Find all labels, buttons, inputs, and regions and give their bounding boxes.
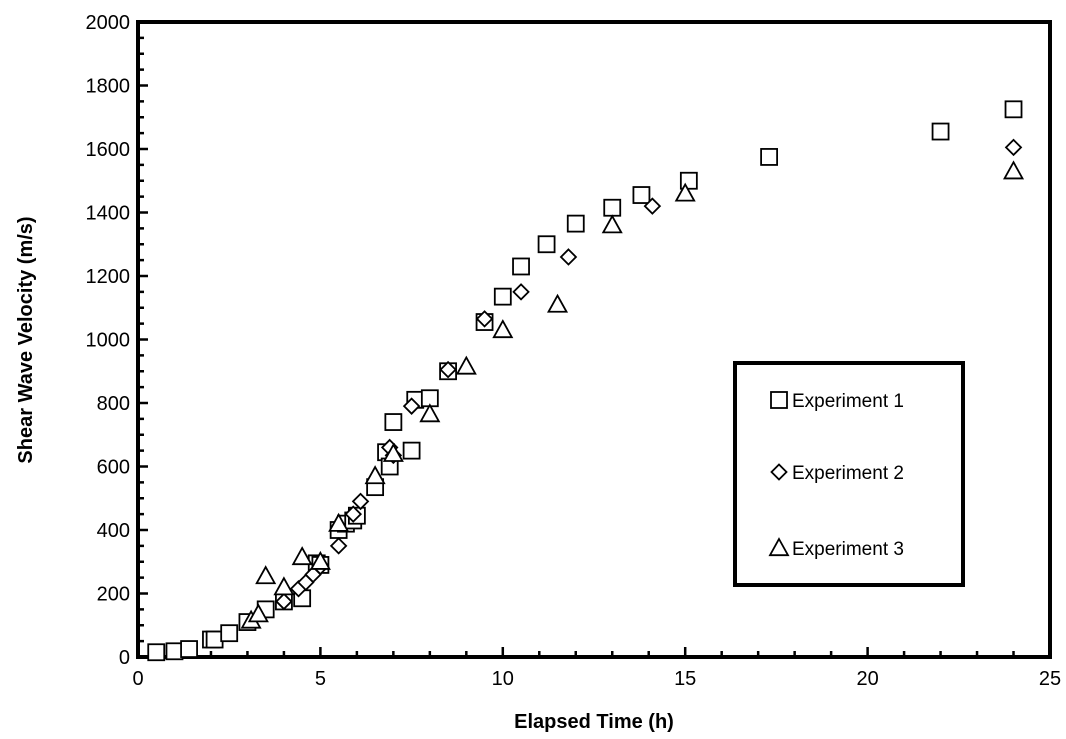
point-square [493,287,512,306]
point-square [566,214,585,233]
point-triangle [291,546,313,566]
point-square [1004,100,1023,119]
x-axis-title: Elapsed Time (h) [514,711,674,733]
point-triangle [455,355,477,375]
x-tick-label: 25 [1039,668,1061,690]
point-diamond [475,310,494,328]
y-tick-label: 1400 [86,203,131,225]
point-triangle [255,565,277,585]
y-tick-label: 200 [97,584,130,606]
point-square [537,235,556,254]
legend-label: Experiment 2 [792,463,904,484]
point-square [603,198,622,217]
legend-label: Experiment 1 [792,391,904,412]
point-square [402,441,421,460]
point-diamond [1004,138,1023,157]
legend: Experiment 1 Experiment 2 Experiment 3 [733,361,965,587]
point-triangle [273,576,295,596]
x-tick-label: 15 [674,668,696,690]
y-tick-label: 1800 [86,76,131,98]
point-diamond [512,283,530,301]
point-triangle [328,512,350,532]
point-diamond [439,360,457,379]
legend-label: Experiment 3 [792,539,904,560]
point-triangle [419,403,441,423]
point-triangle [1002,160,1025,180]
point-triangle [601,214,623,234]
legend-item: Experiment 2 [770,463,904,484]
y-tick-label: 1200 [86,266,131,288]
point-square [512,257,530,276]
point-square [180,640,198,658]
point-diamond [402,397,421,415]
y-tick-label: 400 [97,520,130,542]
point-square [147,643,166,662]
y-axis-title: Shear Wave Velocity (m/s) [15,216,37,463]
y-tick-label: 0 [119,647,130,669]
point-triangle [382,442,404,462]
y-tick-label: 800 [97,393,130,415]
x-tick-label: 5 [315,668,326,690]
legend-triangle-icon [768,537,790,557]
point-square [205,630,224,649]
point-triangle [492,319,514,339]
x-tick-label: 10 [492,668,514,690]
point-square [165,642,184,661]
point-diamond [344,505,363,523]
y-tick-label: 1600 [86,139,131,161]
y-tick-label: 2000 [86,12,131,34]
point-triangle [546,293,569,313]
point-triangle [674,182,696,202]
x-tick-label: 20 [856,668,878,690]
x-axis-ticks: 0 5 10 15 20 25 [132,647,1061,690]
point-diamond [351,492,370,511]
point-diamond [559,248,578,266]
point-square [632,186,651,204]
legend-item: Experiment 3 [768,537,904,560]
point-square [220,624,239,643]
series-3 [240,160,1025,629]
point-diamond [643,197,662,215]
legend-item: Experiment 1 [770,391,904,412]
point-square [931,122,950,141]
point-square [384,413,403,431]
point-square [760,148,779,166]
x-tick-label: 0 [132,668,143,690]
point-triangle [364,465,386,485]
point-diamond [275,592,293,611]
y-tick-label: 600 [97,457,130,479]
point-triangle [309,550,331,570]
y-tick-label: 1000 [86,330,131,352]
data-points [147,100,1025,662]
y-axis-ticks: 0 200 400 600 800 1000 1200 1400 1600 1800 2000 [86,12,148,669]
legend-diamond-icon [770,463,788,481]
point-triangle [247,603,269,623]
legend-square-icon [770,391,788,409]
point-diamond [329,537,348,555]
